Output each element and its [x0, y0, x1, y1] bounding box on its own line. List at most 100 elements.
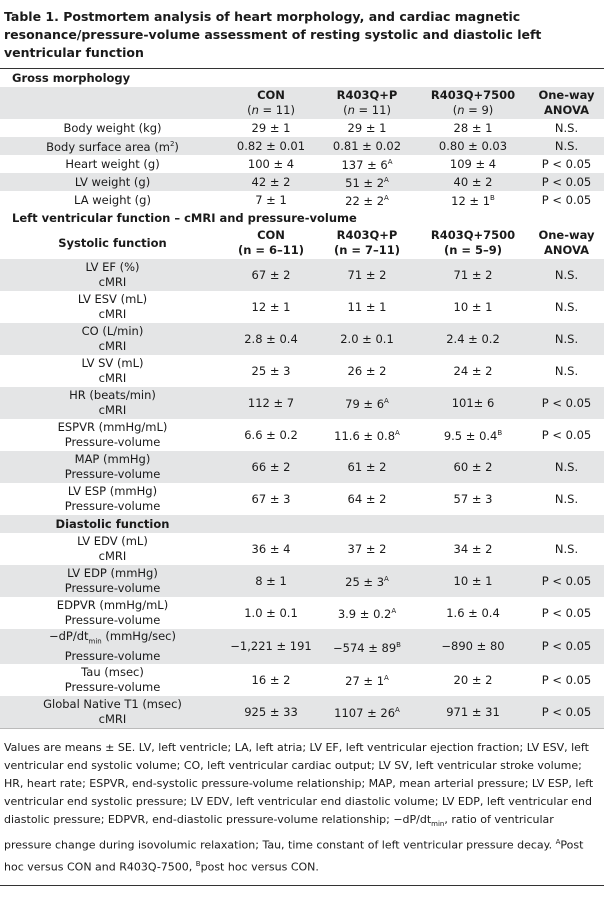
text: R403Q+P [336, 228, 398, 242]
text: 22 ± 2 [345, 193, 385, 208]
text: 10 ± 1 [453, 573, 493, 588]
value-cell: 66 ± 2 [225, 451, 317, 483]
text: P < 0.05 [541, 395, 592, 410]
value-cell: 16 ± 2 [225, 664, 317, 696]
text: N.S. [554, 363, 579, 378]
table-body: Gross morphology CON (n = 11) R403Q+P (n = 1… [0, 69, 604, 729]
column-header: R403Q+7500 (n = 9) [417, 87, 529, 119]
text: LV EDV (mL) [77, 534, 148, 548]
text: 925 ± 33 [244, 704, 298, 719]
value-cell: N.S. [529, 451, 604, 483]
row-label: Body surface area (m2) [0, 137, 225, 155]
value-cell: N.S. [529, 355, 604, 387]
superscript: A [387, 158, 393, 167]
text: 0.80 ± 0.03 [438, 138, 508, 153]
text: Pressure-volume [64, 435, 161, 449]
row-label: Tau (msec) Pressure-volume [0, 664, 225, 696]
text: 2.4 ± 0.2 [446, 331, 500, 346]
value-cell: 2.0 ± 0.1 [317, 323, 417, 355]
value-cell: 11 ± 1 [317, 291, 417, 323]
value-cell: 71 ± 2 [417, 259, 529, 291]
text: 12 ± 1 [451, 193, 491, 208]
table-row: LV weight (g) 42 ± 2 51 ± 2A 40 ± 2 P < 0.05 [0, 173, 604, 191]
value-cell: P < 0.05 [529, 664, 604, 696]
value-cell: N.S. [529, 533, 604, 565]
text: 25 ± 3 [251, 363, 291, 378]
text: R403Q+P [336, 88, 398, 102]
text: ( [247, 103, 252, 117]
text: N.S. [554, 120, 579, 135]
table-row: Left ventricular function – cMRI and pre… [0, 209, 604, 227]
text: ( [343, 103, 348, 117]
value-cell: 60 ± 2 [417, 451, 529, 483]
table-row: MAP (mmHg) Pressure-volume 66 ± 2 61 ± 2 60 … [0, 451, 604, 483]
row-label: LV EDP (mmHg) Pressure-volume [0, 565, 225, 597]
group-size: (n = 11) [247, 103, 295, 117]
value-cell: P < 0.05 [529, 173, 604, 191]
value-cell: 67 ± 3 [225, 483, 317, 515]
text: Values are means ± SE. LV, left ventricl… [4, 741, 594, 827]
value-cell: 79 ± 6A [317, 387, 417, 419]
table-row: LV EF (%) cMRI 67 ± 2 71 ± 2 71 ± 2 N.S. [0, 259, 604, 291]
value-cell: 25 ± 3 [225, 355, 317, 387]
value-cell: 7 ± 1 [225, 191, 317, 209]
text: 66 ± 2 [251, 459, 291, 474]
value-cell: N.S. [529, 119, 604, 137]
column-header: One-way ANOVA [529, 227, 604, 259]
text: N.S. [554, 541, 579, 556]
table-row: Systolic function CON (n = 6–11) R403Q+P (n … [0, 227, 604, 259]
text: LA weight (g) [74, 192, 151, 207]
text: LV EDP (mmHg) [67, 566, 158, 580]
text: N.S. [554, 138, 579, 153]
text: = 9) [464, 103, 494, 117]
text: P < 0.05 [541, 672, 592, 687]
value-cell: 925 ± 33 [225, 696, 317, 728]
value-cell: P < 0.05 [529, 387, 604, 419]
value-cell: 1107 ± 26A [317, 696, 417, 728]
value-cell: −574 ± 89B [317, 629, 417, 664]
superscript: A [391, 607, 397, 616]
value-cell: 40 ± 2 [417, 173, 529, 191]
value-cell: 8 ± 1 [225, 565, 317, 597]
value-cell: N.S. [529, 137, 604, 155]
text: 67 ± 3 [251, 491, 291, 506]
text: R403Q+7500 [430, 88, 516, 102]
text: Post hoc versus CON and R403Q-7500, [4, 839, 584, 874]
subsection-heading: Diastolic function [0, 515, 225, 533]
text: (n = 7–11) [333, 243, 401, 257]
superscript: A [384, 674, 389, 683]
text: LV ESV (mL) [77, 292, 148, 306]
text: 34 ± 2 [453, 541, 493, 556]
value-cell: 64 ± 2 [317, 483, 417, 515]
table-row: EDPVR (mmHg/mL) Pressure-volume 1.0 ± 0.1 3… [0, 597, 604, 629]
text: ) [174, 139, 179, 154]
section-heading: Left ventricular function – cMRI and pre… [0, 209, 604, 227]
text: 42 ± 2 [251, 174, 291, 189]
table-row: ESPVR (mmHg/mL) Pressure-volume 6.6 ± 0.2 1… [0, 419, 604, 451]
text: cMRI [98, 307, 127, 321]
row-label: LV ESP (mmHg) Pressure-volume [0, 483, 225, 515]
text: LV weight (g) [74, 174, 151, 189]
text: HR (beats/min) [69, 388, 156, 402]
text: Pressure-volume [64, 649, 161, 664]
text: N.S. [554, 299, 579, 314]
value-cell: 37 ± 2 [317, 533, 417, 565]
row-label: Body weight (kg) [0, 119, 225, 137]
value-cell: 971 ± 31 [417, 696, 529, 728]
value-cell: 36 ± 4 [225, 533, 317, 565]
value-cell: 3.9 ± 0.2A [317, 597, 417, 629]
table-row: Diastolic function [0, 515, 604, 533]
value-cell: 112 ± 7 [225, 387, 317, 419]
italic: n [347, 103, 355, 117]
value-cell: 71 ± 2 [317, 259, 417, 291]
text: 29 ± 1 [251, 120, 291, 135]
table-row: Heart weight (g) 100 ± 4 137 ± 6A 109 ± 4 P … [0, 155, 604, 173]
text: 11.6 ± 0.8 [334, 428, 396, 443]
text: 971 ± 31 [446, 704, 500, 719]
text: Systolic function [58, 235, 167, 250]
value-cell: 57 ± 3 [417, 483, 529, 515]
header-cell [0, 87, 225, 119]
text: 11 ± 1 [347, 299, 387, 314]
text: P < 0.05 [541, 174, 592, 189]
